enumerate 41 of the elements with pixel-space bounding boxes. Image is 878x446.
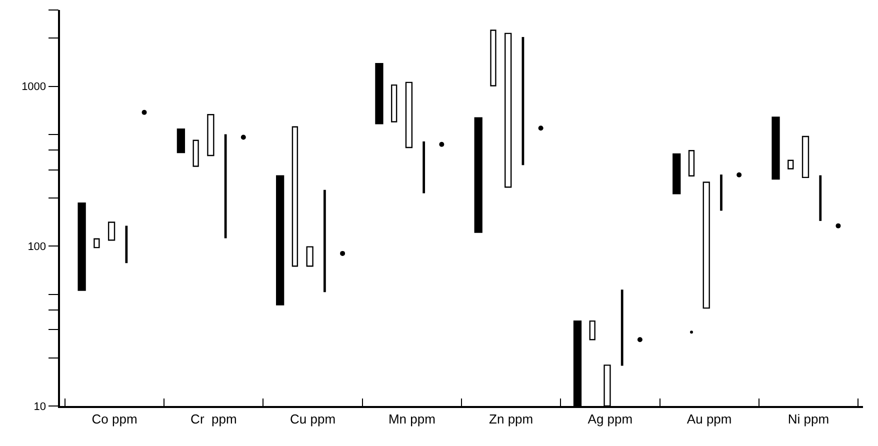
point bbox=[637, 337, 642, 342]
bar bbox=[504, 32, 512, 188]
x-tick-label: Cu ppm bbox=[290, 411, 336, 426]
bar bbox=[78, 202, 86, 291]
bar bbox=[474, 117, 482, 233]
point bbox=[142, 110, 147, 115]
bar bbox=[391, 84, 398, 122]
y-tick-label: 100 bbox=[28, 240, 46, 253]
bar bbox=[176, 128, 186, 154]
x-tick-label: Ag ppm bbox=[588, 411, 633, 426]
bar bbox=[589, 320, 596, 340]
point bbox=[538, 126, 544, 131]
bar bbox=[192, 140, 199, 167]
bar bbox=[802, 136, 810, 178]
point bbox=[439, 142, 444, 147]
x-tick-label: Zn ppm bbox=[489, 411, 534, 426]
point bbox=[836, 223, 841, 228]
bar bbox=[405, 82, 413, 148]
bar bbox=[306, 246, 314, 267]
x-tick-label: Mn ppm bbox=[388, 411, 436, 426]
bar bbox=[490, 30, 496, 86]
x-tick-label: Cr ppm bbox=[190, 411, 237, 426]
bar bbox=[375, 63, 384, 124]
bar bbox=[292, 126, 298, 267]
bar bbox=[108, 222, 116, 241]
x-tick-label: Au ppm bbox=[686, 411, 732, 426]
bar bbox=[772, 116, 780, 180]
bar bbox=[702, 182, 710, 309]
bar bbox=[276, 175, 284, 306]
bar bbox=[94, 238, 100, 248]
point bbox=[340, 250, 346, 256]
point bbox=[736, 172, 742, 178]
x-tick-label: Ni ppm bbox=[788, 411, 830, 426]
bar bbox=[207, 114, 214, 156]
bar bbox=[688, 150, 695, 176]
point bbox=[240, 134, 246, 140]
x-tick-label: Co ppm bbox=[92, 411, 138, 426]
bar bbox=[788, 160, 794, 170]
bar bbox=[672, 153, 681, 194]
y-tick-label: 1000 bbox=[22, 81, 46, 94]
y-tick-label: 10 bbox=[34, 400, 46, 413]
